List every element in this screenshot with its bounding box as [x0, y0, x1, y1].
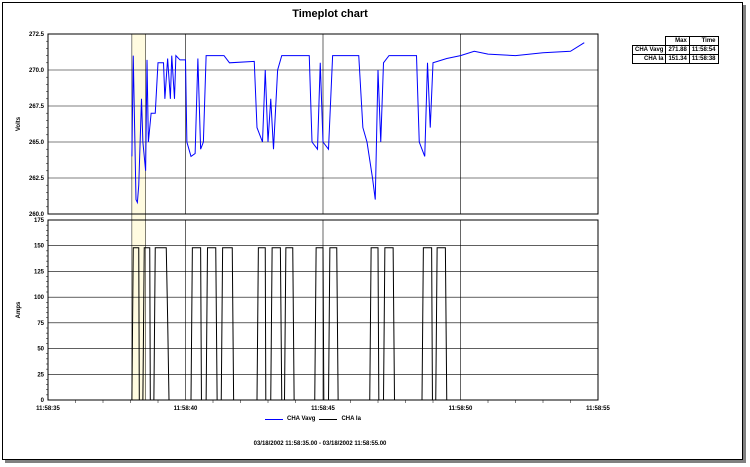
- stats-time: 11:58:54: [688, 45, 719, 55]
- x-tick-label: 11:58:50: [449, 406, 473, 412]
- stats-table: Max Time CHA Vavg 271.88 11:58:54 CHA Ia 151…: [631, 36, 719, 64]
- y-tick-label: 0: [41, 398, 45, 404]
- y-tick-label: 265.0: [29, 140, 45, 146]
- y-tick-label: 267.5: [29, 104, 45, 110]
- stats-max: 271.88: [665, 45, 690, 55]
- stats-name: CHA Ia: [631, 54, 667, 64]
- y-tick-label: 100: [34, 295, 45, 301]
- y-tick-label: 50: [37, 347, 44, 353]
- legend-label: CHA Ia: [341, 416, 361, 422]
- stats-header-time: Time: [688, 36, 719, 46]
- stats-time: 11:58:38: [688, 54, 719, 64]
- legend-label: CHA Vavg: [287, 416, 316, 422]
- legend-line-vavg: [265, 418, 283, 420]
- y-tick-label: 150: [34, 244, 45, 250]
- stats-header-max: Max: [665, 36, 690, 46]
- y-tick-label: 125: [34, 269, 45, 275]
- legend: CHA Vavg CHA Ia: [265, 416, 361, 422]
- series-line-cha-ia: [48, 247, 598, 401]
- stats-row: CHA Vavg 271.88 11:58:54: [631, 45, 719, 55]
- x-tick-label: 11:58:45: [311, 406, 335, 412]
- time-range-footer: 03/18/2002 11:58:35.00 - 03/18/2002 11:5…: [253, 441, 387, 447]
- y-tick-label: 25: [37, 372, 44, 378]
- stats-row: CHA Ia 151.34 11:58:38: [631, 54, 719, 64]
- y-tick-label: 260.0: [29, 212, 45, 218]
- x-tick-label: 11:58:55: [586, 406, 610, 412]
- y-tick-label: 270.0: [29, 68, 45, 74]
- series-line-cha-vavg: [131, 42, 585, 205]
- y-axis-label: Amps: [16, 301, 22, 318]
- x-tick-label: 11:58:40: [174, 406, 198, 412]
- chart-frame: [2, 2, 743, 460]
- stats-max: 151.34: [665, 54, 690, 64]
- x-tick-label: 11:58:35: [36, 406, 60, 412]
- stats-name: CHA Vavg: [631, 45, 667, 55]
- y-tick-label: 272.5: [29, 32, 45, 38]
- y-tick-label: 75: [37, 321, 44, 327]
- y-axis-label: Volts: [16, 116, 22, 131]
- y-tick-label: 262.5: [29, 176, 45, 182]
- legend-line-ia: [319, 418, 338, 420]
- chart-title: Timeplot chart: [292, 8, 368, 20]
- y-tick-label: 175: [34, 218, 45, 224]
